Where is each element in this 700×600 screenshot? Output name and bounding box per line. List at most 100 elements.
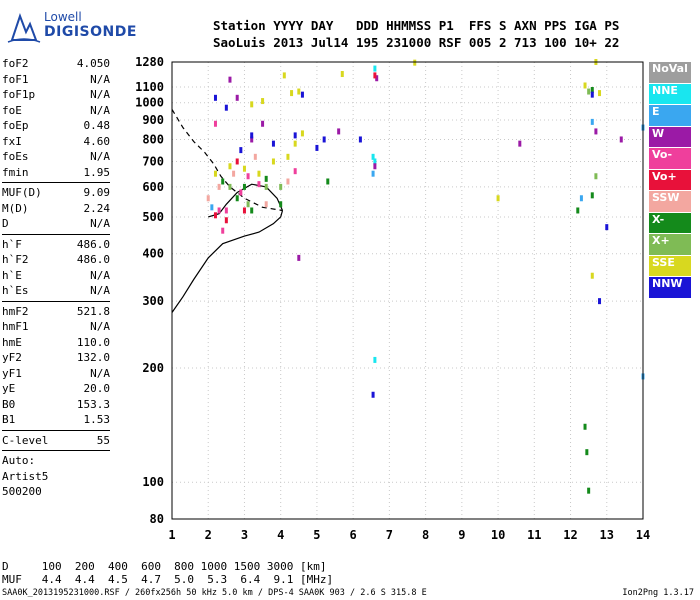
distance-row: D 100 200 400 600 800 1000 1500 3000 [km… <box>2 560 327 573</box>
echo-point <box>242 183 246 190</box>
param-row: M(D) 2.24 <box>2 201 110 217</box>
param-value: 4.050 <box>76 57 110 70</box>
param-name: yF1 <box>2 366 22 380</box>
echo-point <box>242 207 246 214</box>
y-tick-label: 500 <box>142 210 164 224</box>
param-value: N/A <box>90 217 110 230</box>
x-tick-label: 11 <box>527 528 541 542</box>
param-name: fxI <box>2 134 22 148</box>
echo-point <box>583 82 587 89</box>
params-divider <box>2 182 110 183</box>
param-row: foF1p N/A <box>2 87 110 103</box>
param-row: h`Es N/A <box>2 283 110 299</box>
params-divider <box>2 450 110 451</box>
header-line2: SaoLuis 2013 Jul14 195 231000 RSF 005 2 … <box>213 35 620 50</box>
y-tick-label: 1000 <box>135 96 164 110</box>
param-row: yF1 N/A <box>2 366 110 382</box>
echo-point <box>217 183 221 190</box>
header-line1: Station YYYY DAY DDD HHMMSS P1 FFS S AXN… <box>213 18 620 33</box>
echo-point <box>598 298 602 305</box>
param-value: 132.0 <box>76 351 110 364</box>
echo-point <box>297 254 301 261</box>
y-tick-label: 80 <box>150 512 164 526</box>
y-tick-label: 100 <box>142 475 164 489</box>
muf-row: MUF 4.4 4.4 4.5 4.7 5.0 5.3 6.4 9.1 [MHz… <box>2 573 334 586</box>
param-value: N/A <box>90 103 110 117</box>
y-tick-label: 1280 <box>135 55 164 69</box>
x-tick-label: 4 <box>277 528 284 542</box>
echo-point <box>264 183 268 190</box>
param-name: fmin <box>2 165 29 179</box>
param-row: foF1 N/A <box>2 72 110 88</box>
chart-frame <box>171 61 644 520</box>
echo-point <box>279 183 283 190</box>
y-tick-label: 600 <box>142 180 164 194</box>
param-row: MUF(D) 9.09 <box>2 185 110 201</box>
x-tick-label: 9 <box>458 528 465 542</box>
legend-item: NoVal <box>649 62 691 83</box>
params-group4: hmF2 521.8 hmF1 N/A hmE 110.0 yF2 132.0 yF1 N/A yE… <box>2 304 110 428</box>
version-label: Ion2Png 1.3.17 <box>622 588 694 598</box>
echo-point <box>250 132 254 139</box>
echo-point <box>371 153 375 160</box>
chart-ticks: 1 2 3 4 5 6 7 8 9 10 11 12 13 14801002003004005006007… <box>135 55 650 542</box>
echo-point <box>224 207 228 214</box>
param-value: N/A <box>90 88 110 101</box>
echo-point <box>221 227 225 234</box>
echo-point <box>206 195 210 202</box>
param-name: yE <box>2 382 16 395</box>
echo-point <box>590 272 594 279</box>
legend-item: X+ <box>649 234 691 255</box>
y-tick-label: 700 <box>142 154 164 168</box>
param-row: hmE 110.0 <box>2 335 110 351</box>
x-tick-label: 5 <box>313 528 320 542</box>
echo-point <box>576 207 580 214</box>
param-name: foE <box>2 103 22 117</box>
echo-point <box>337 128 341 135</box>
param-value: N/A <box>90 268 110 282</box>
legend-item: W <box>649 126 691 147</box>
y-tick-label: 400 <box>142 247 164 261</box>
x-tick-label: 2 <box>205 528 212 542</box>
echo-point <box>300 130 304 137</box>
echo-point <box>605 224 609 231</box>
legend-item: Vo- <box>649 148 691 169</box>
param-name: foF1 <box>2 72 29 86</box>
legend-item: E <box>649 105 691 126</box>
echo-point <box>373 163 377 170</box>
x-tick-label: 14 <box>636 528 650 542</box>
digisonde-logo: Lowell DIGISONDE <box>6 6 166 46</box>
echo-point <box>286 178 290 185</box>
echo-point <box>375 75 379 82</box>
param-name: h`Es <box>2 284 29 297</box>
param-row: hmF1 N/A <box>2 319 110 335</box>
param-value: 1.53 <box>83 413 111 426</box>
echo-point <box>590 118 594 125</box>
echo-point <box>253 153 257 160</box>
curve-profile <box>171 210 284 313</box>
param-row: foEp 0.48 <box>2 118 110 134</box>
echo-point <box>579 195 583 202</box>
params-divider <box>2 300 110 302</box>
echo-point <box>261 120 265 127</box>
echo-point <box>279 201 283 208</box>
echo-point <box>228 163 232 170</box>
echo-point <box>264 175 268 182</box>
echo-point <box>235 195 239 202</box>
echo-point <box>228 183 232 190</box>
echo-point <box>590 91 594 98</box>
echo-point <box>210 204 214 211</box>
echo-point <box>213 120 217 127</box>
echo-point <box>496 195 500 202</box>
x-tick-label: 12 <box>563 528 577 542</box>
param-value: N/A <box>90 366 110 380</box>
param-value: 9.09 <box>83 186 111 199</box>
echo-point <box>590 87 594 94</box>
param-name: foEp <box>2 119 29 132</box>
x-tick-label: 10 <box>491 528 505 542</box>
echo-point <box>228 76 232 83</box>
curve-MUF-curve <box>171 109 283 212</box>
echo-point <box>271 158 275 165</box>
echo-point <box>217 207 221 214</box>
